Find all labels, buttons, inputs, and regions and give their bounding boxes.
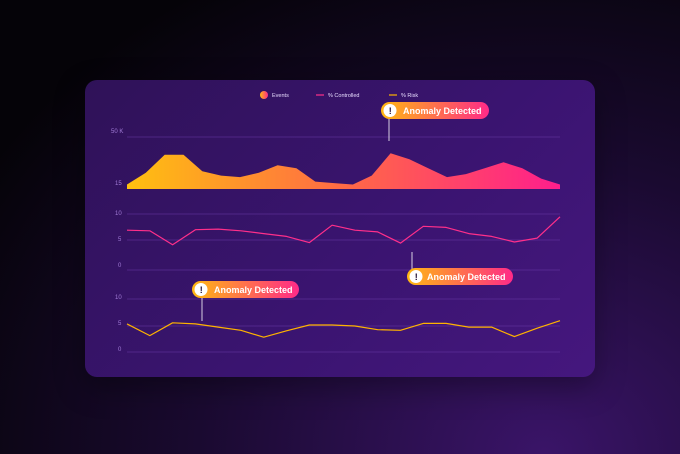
risk-line (126, 320, 561, 338)
alert-icon-glyph: ! (200, 285, 203, 295)
legend-controlled-label: % Controlled (328, 93, 360, 99)
anomaly-label-events: Anomaly Detected (403, 106, 482, 116)
risk-tick-10: 10 (115, 295, 122, 301)
controlled-tick-5: 5 (118, 237, 122, 243)
events-tick-15: 15 (115, 181, 122, 187)
anomaly-pill (192, 281, 299, 298)
anomaly-pill (381, 102, 489, 119)
controlled-line (126, 216, 561, 246)
alert-icon-glyph: ! (389, 106, 392, 116)
events-tick-50k: 50 K (111, 129, 123, 135)
controlled-tick-10: 10 (115, 211, 122, 217)
anomaly-badge-risk: ! Anomaly Detected (192, 281, 299, 321)
legend: Events % Controlled % Risk (260, 91, 418, 99)
axis-labels: 50 K 15 10 5 0 10 5 0 (111, 129, 123, 353)
legend-events-marker (260, 91, 268, 99)
alert-icon (409, 270, 423, 283)
controlled-tick-0: 0 (118, 263, 122, 269)
alert-icon (194, 283, 208, 296)
alert-icon (383, 104, 397, 117)
anomaly-badge-events: ! Anomaly Detected (381, 102, 489, 141)
legend-risk-label: % Risk (401, 93, 418, 99)
anomaly-label-controlled: Anomaly Detected (427, 272, 506, 282)
anomaly-badge-controlled: ! Anomaly Detected (407, 252, 513, 285)
anomaly-pill (407, 268, 513, 285)
anomaly-label-risk: Anomaly Detected (214, 285, 293, 295)
events-area (127, 153, 560, 189)
risk-tick-5: 5 (118, 321, 122, 327)
alert-icon-glyph: ! (415, 272, 418, 282)
risk-tick-0: 0 (118, 347, 122, 353)
legend-events-label: Events (272, 93, 289, 99)
gridlines (127, 136, 560, 353)
chart-svg: Events % Controlled % Risk 50 K 15 (111, 91, 561, 353)
chart-card: Events % Controlled % Risk 50 K 15 (85, 80, 595, 377)
